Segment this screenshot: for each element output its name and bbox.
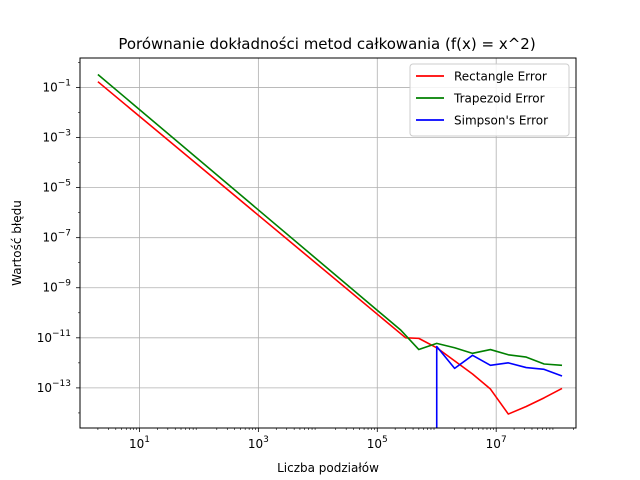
axis-ticks: 101 103 105 107 10−1 10−3 10−5 10−7 10−9 10−11 10−… xyxy=(37,62,574,451)
x-tick-label: 101 xyxy=(129,435,150,451)
y-tick-label: 10−11 xyxy=(37,329,71,345)
x-tick-label: 103 xyxy=(248,435,269,451)
legend: Rectangle Error Trapezoid Error Simpson's … xyxy=(409,63,570,137)
series-line-rectangle-error xyxy=(97,81,563,415)
legend-box xyxy=(409,63,570,137)
x-tick-label: 107 xyxy=(486,435,507,451)
legend-entry: Simpson's Error xyxy=(454,114,548,128)
y-tick-label: 10−5 xyxy=(42,179,71,195)
y-tick-label: 10−13 xyxy=(37,379,71,395)
series-line-trapezoid-error xyxy=(97,73,563,367)
y-tick-label: 10−1 xyxy=(42,78,71,94)
grid xyxy=(80,58,576,428)
y-tick-label: 10−9 xyxy=(42,279,71,295)
x-tick-label: 105 xyxy=(367,435,388,451)
plot-frame xyxy=(79,57,577,429)
y-tick-label: 10−3 xyxy=(42,129,71,145)
legend-entry: Trapezoid Error xyxy=(453,92,545,106)
x-axis-label: Liczba podziałów xyxy=(277,461,379,475)
chart-title: Porównanie dokładności metod całkowania … xyxy=(118,35,535,53)
series-layer xyxy=(97,73,563,428)
y-tick-label: 10−7 xyxy=(42,229,71,245)
legend-entry: Rectangle Error xyxy=(454,70,547,84)
series-line-simpson-s-error xyxy=(435,345,563,428)
y-axis-label: Wartość błędu xyxy=(10,200,24,286)
